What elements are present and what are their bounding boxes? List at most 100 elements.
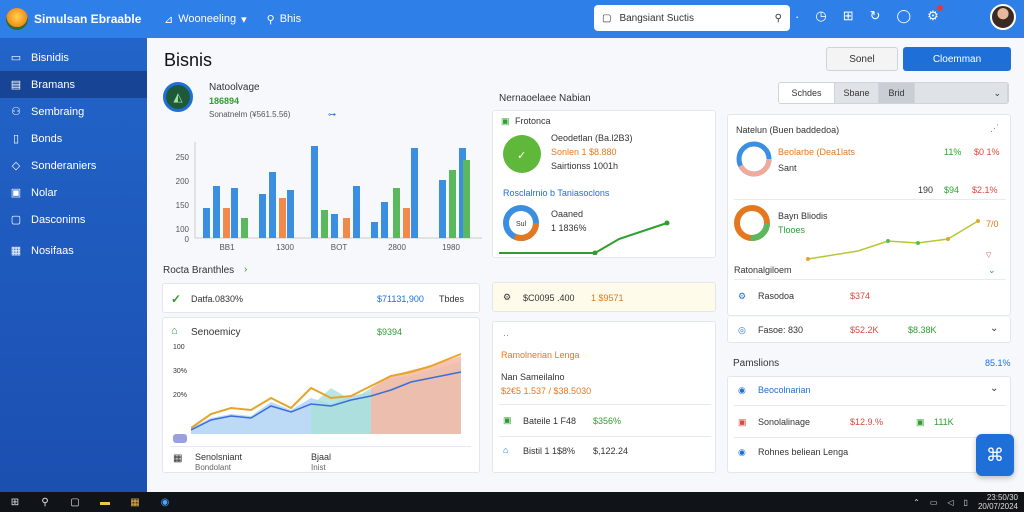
task-view-icon[interactable]: ▢ [70,496,80,508]
sidebar-item-bramans[interactable]: ▤ Bramans [0,71,147,98]
more-icon[interactable]: ⋰ [990,123,999,133]
bar [287,190,294,238]
sparkline-point [946,237,950,241]
stat-card[interactable]: ⚙ $C0095 .400 1 $9571 [492,282,716,312]
battery-icon[interactable]: ▯ [963,497,968,507]
doc-icon: ▯ [12,133,20,145]
sparkline-line [807,220,979,260]
chart-icon: ▣ [10,187,22,199]
doc-icon: ▣ [503,415,512,425]
sidebar-item-dasconims[interactable]: ▢ Dasconims [10,213,86,227]
progress-line3: Sairtionss 1001h [551,161,619,171]
browser-icon[interactable]: ◉ [160,496,170,508]
chevron-down-icon[interactable]: ⌄ [990,383,999,394]
refresh-icon[interactable]: ↻ [869,8,881,23]
right-row4-value2: 111K [934,417,954,427]
sidebar-item-sonderaniers[interactable]: ◇ Sonderaniers [11,159,97,173]
mid-header: Nernaoelaee Nabian [499,93,591,104]
sparkline [499,220,670,255]
puzzle-icon: ⌘ [986,444,1004,465]
primary-button[interactable]: Cloemman [903,47,1011,71]
more-icon[interactable]: ·· [503,330,509,340]
area-series-salmon [371,356,461,434]
sparkline-point [592,250,598,255]
right-row3-label: Beocolnarian [758,385,811,395]
windows-icon[interactable]: ⊞ [842,8,854,23]
chat-icon[interactable]: ◯ [896,8,912,23]
chevron-down-icon[interactable]: ⌄ [990,323,999,334]
legend-swatch [173,434,187,443]
y-tick: 100 [176,225,190,234]
search-icon[interactable]: ⚲ [41,496,49,508]
kpi-image-icon: ◭ [163,82,193,112]
footer-mid2: Inist [311,463,326,472]
progress-line1: Oeodetlan (Ba.l2B3) [551,133,633,143]
network-icon[interactable]: ▭ [929,497,938,507]
folder-icon[interactable]: ▬ [100,496,110,508]
nav-wooneeling[interactable]: ⊿ Wooneeling ▾ [164,13,247,26]
panel2-val: 7/0 [986,219,999,229]
recent-lenga-title: Ramolnerian Lenga [501,350,580,360]
sidebar-item-bisnidis[interactable]: ▭ Bisnidis [10,51,69,65]
bar [203,208,210,238]
sidebar-item-bonds[interactable]: ▯ Bonds [0,125,147,152]
link-icon[interactable]: ⊶ [328,110,336,119]
bar [411,148,418,238]
recent-row-right: Tbdes [439,294,465,304]
calendar-icon: ▦ [173,453,183,464]
nav-search-link[interactable]: ⚲ Bhis [266,13,302,26]
search-input[interactable]: ▢ Bangsiant Suctis ⚲ [594,5,790,31]
recent-lenga-values: $2€5 1.537 / $38.5030 [501,386,592,396]
progress-title: Frotonca [515,116,551,126]
sidebar-item-nolar[interactable]: ▣ Nolar [10,186,58,200]
recent-row-card[interactable]: ✓ Datfa.0830% $71131,900 Tbdes [162,283,480,313]
windows-start-icon[interactable]: ⊞ [10,496,20,508]
check-icon: ✓ [517,150,527,162]
bar-chart: 250 200 150 100 0 BB1 1300 BOT 2800 1980 [176,142,482,252]
bar [439,180,446,238]
store-icon[interactable]: ▦ [130,496,140,508]
chevron-down-icon[interactable]: ⌄ [988,265,996,275]
volume-icon[interactable]: ◁ [947,497,954,507]
donut-chart [736,141,772,177]
tab-schdes[interactable]: Schdes [779,83,835,103]
panel2-sub: Tlooes [778,225,806,235]
circle-icon: ◉ [738,385,746,395]
bar [403,208,410,238]
cancel-button[interactable]: Sonel [826,47,898,71]
dropdown-toggle[interactable]: ⌄ [915,83,1008,103]
clock[interactable]: 23:50/30 20/07/2024 [978,493,1018,511]
brand[interactable]: Simulsan Ebraable [0,8,158,30]
target-icon: ◎ [738,325,746,335]
people-icon: ⚇ [11,106,21,118]
recent-lenga-card: ·· Ramolnerian Lenga Nan Sameilalno $2€5… [492,321,716,473]
search-icon[interactable]: ⚲ [774,12,782,24]
chevron-up-icon[interactable]: ⌃ [913,497,920,507]
tab-brid[interactable]: Brid [879,83,915,103]
panel1-v1: 11% [944,147,962,157]
floating-action-button[interactable]: ⌘ [976,434,1014,476]
stat-left: $C0095 .400 [523,293,575,303]
notification-icon[interactable]: ⚙ [927,5,943,23]
x-tick: 2800 [388,243,406,252]
panel2-title: Bayn Bliodis [778,211,828,221]
sidebar-item-nosifaas[interactable]: ▦ Nosifaas [10,244,74,258]
progress-circle [503,135,541,173]
tab-sbane[interactable]: Sbane [835,83,879,103]
dot-icon[interactable]: · [795,8,800,24]
line-series-blue [191,371,462,431]
avatar[interactable] [990,4,1016,30]
economy-value: $9394 [377,327,403,337]
sidebar-item-sembraing[interactable]: ⚇ Sembraing [11,105,85,119]
y-tick: 20% [173,392,188,399]
kpi-sub: Sonatnelm (¥561.5.56) [209,110,291,119]
x-tick: 1980 [442,243,460,252]
donut-segment [734,205,770,241]
section2-value: 85.1% [985,358,1011,368]
fin-line1: Oaaned [551,209,584,219]
divider [734,437,1006,438]
chevron-right-icon[interactable]: › [244,264,248,275]
right-row2-card[interactable]: ◎ Fasoe: 830 $52.2K $8.38K ⌄ [727,317,1011,343]
clock-icon[interactable]: ◷ [815,8,827,23]
square-icon: ▣ [501,116,510,126]
